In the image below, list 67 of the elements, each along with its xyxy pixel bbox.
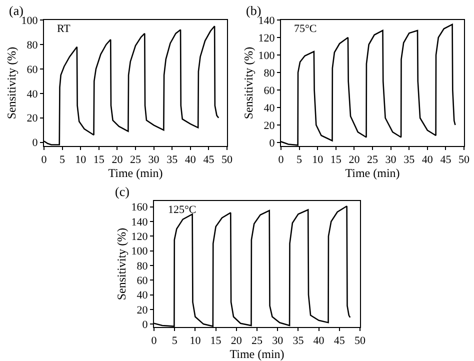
x-tick-label: 20 bbox=[112, 154, 124, 166]
y-axis-title: Sensitivity (%) bbox=[114, 228, 129, 300]
text: (c) bbox=[115, 184, 130, 199]
x-tick-label: 30 bbox=[272, 335, 284, 348]
x-axis-title: Time (min) bbox=[108, 166, 163, 180]
y-tick-label: 80 bbox=[136, 260, 148, 272]
y-tick-label: 60 bbox=[136, 274, 148, 287]
x-tick-label: 15 bbox=[210, 335, 222, 348]
x-tick-label: 20 bbox=[230, 335, 242, 348]
annotation: 75°C bbox=[294, 23, 317, 35]
x-tick-label: 0 bbox=[278, 154, 284, 166]
x-tick-label: 35 bbox=[166, 154, 178, 166]
x-tick-label: 10 bbox=[190, 335, 202, 348]
x-tick-label: 45 bbox=[334, 335, 346, 348]
x-tick-label: 5 bbox=[172, 335, 178, 348]
x-tick-label: 45 bbox=[440, 154, 452, 166]
x-tick-label: 35 bbox=[292, 335, 304, 348]
y-tick-label: 60 bbox=[26, 64, 38, 76]
x-tick-label: 5 bbox=[296, 154, 303, 166]
y-tick-label: 120 bbox=[258, 32, 276, 44]
y-tick-label: 160 bbox=[131, 202, 148, 214]
x-tick-label: 25 bbox=[130, 154, 142, 166]
y-tick-label: 80 bbox=[264, 67, 276, 80]
x-tick-label: 30 bbox=[148, 154, 160, 166]
x-tick-label: 50 bbox=[354, 335, 366, 348]
y-tick-label: 20 bbox=[136, 304, 148, 316]
x-tick-label: 10 bbox=[312, 154, 324, 166]
x-tick-label: 15 bbox=[93, 154, 105, 166]
y-tick-label: 20 bbox=[26, 112, 38, 125]
x-tick-label: 15 bbox=[330, 154, 342, 166]
y-axis-title: Sensitivity (%) bbox=[242, 46, 256, 120]
y-tick-label: 0 bbox=[269, 137, 276, 150]
x-tick-label: 0 bbox=[41, 154, 48, 166]
x-tick-label: 0 bbox=[151, 335, 158, 348]
x-tick-label: 5 bbox=[60, 154, 66, 166]
y-axis-title: Sensitivity (%) bbox=[4, 46, 19, 120]
annotation: RT bbox=[57, 23, 71, 35]
y-tick-label: 100 bbox=[131, 246, 148, 258]
x-tick-label: 10 bbox=[75, 154, 87, 166]
y-tick-label: 100 bbox=[258, 50, 276, 62]
y-tick-label: 60 bbox=[264, 84, 276, 97]
x-tick-label: 50 bbox=[222, 154, 233, 166]
y-tick-label: 0 bbox=[32, 137, 38, 150]
x-tick-label: 25 bbox=[252, 335, 263, 348]
text: (b) bbox=[246, 3, 262, 18]
x-axis-title: Time (min) bbox=[345, 166, 400, 180]
x-tick-label: 20 bbox=[348, 154, 360, 166]
y-tick-label: 40 bbox=[26, 88, 38, 100]
x-tick-label: 40 bbox=[184, 154, 196, 166]
x-tick-label: 35 bbox=[404, 154, 416, 166]
x-tick-label: 40 bbox=[422, 154, 434, 166]
x-tick-label: 50 bbox=[458, 154, 470, 166]
y-tick-label: 0 bbox=[142, 318, 148, 331]
y-tick-label: 140 bbox=[131, 216, 148, 228]
y-tick-label: 40 bbox=[264, 102, 276, 114]
x-axis-title: Time (min) bbox=[230, 347, 284, 361]
text: (a) bbox=[9, 3, 24, 18]
x-tick-label: 45 bbox=[203, 154, 215, 166]
y-tick-label: 80 bbox=[26, 39, 38, 52]
y-tick-label: 20 bbox=[264, 120, 276, 132]
x-tick-label: 40 bbox=[313, 335, 325, 348]
annotation: 125°C bbox=[168, 204, 196, 216]
x-tick-label: 30 bbox=[385, 154, 397, 166]
y-tick-label: 120 bbox=[131, 231, 148, 244]
y-tick-label: 100 bbox=[21, 14, 38, 27]
x-tick-label: 25 bbox=[367, 154, 378, 166]
y-tick-label: 40 bbox=[136, 290, 148, 302]
